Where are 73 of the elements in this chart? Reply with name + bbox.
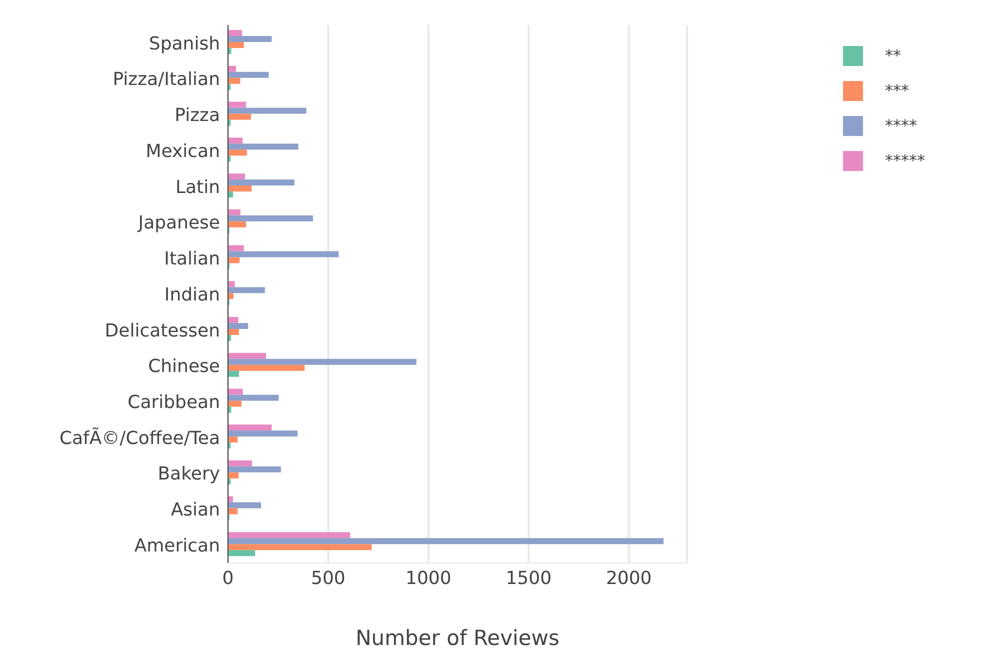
y-tick-label: CafÃ©/Coffee/Tea <box>59 426 220 449</box>
bar <box>228 352 266 359</box>
bar <box>228 538 664 544</box>
legend-label: *** <box>885 81 909 100</box>
bar <box>228 436 238 443</box>
bar <box>228 364 305 371</box>
bar <box>228 508 238 514</box>
bar <box>228 251 339 258</box>
legend-label: ** <box>885 46 901 65</box>
bar <box>228 287 265 294</box>
bar <box>228 322 248 329</box>
bar <box>228 42 244 48</box>
y-tick-label: Pizza/Italian <box>112 69 220 90</box>
bar <box>228 30 242 36</box>
bar <box>228 209 240 216</box>
y-tick-label: Asian <box>170 500 220 521</box>
legend-label: ***** <box>885 151 925 170</box>
bar <box>228 424 272 431</box>
x-tick-label: 500 <box>311 568 346 589</box>
bar <box>228 550 256 556</box>
bar <box>228 394 279 401</box>
bar <box>228 293 234 300</box>
x-tick-label: 0 <box>222 568 234 589</box>
bar <box>228 257 240 264</box>
bar <box>228 532 350 538</box>
bar <box>228 328 239 335</box>
bar <box>228 66 236 72</box>
bar <box>228 191 234 198</box>
y-tick-label: Spanish <box>148 33 220 54</box>
bar <box>228 370 240 377</box>
bar <box>228 102 246 108</box>
bar <box>228 179 294 186</box>
bar <box>228 185 252 192</box>
bar <box>228 215 313 222</box>
x-axis-title: Number of Reviews <box>356 626 560 650</box>
y-tick-label: Latin <box>175 176 220 198</box>
x-tick-label: 1500 <box>506 568 552 589</box>
bar <box>228 114 252 120</box>
bar <box>228 138 243 144</box>
bar <box>228 78 240 84</box>
bar <box>228 466 281 472</box>
y-tick-label: Japanese <box>137 212 220 234</box>
bar <box>228 36 272 42</box>
bar <box>228 496 234 502</box>
legend-label: **** <box>885 116 917 135</box>
y-tick-label: American <box>134 535 220 556</box>
bar <box>228 108 306 114</box>
y-tick-label: Indian <box>164 284 220 306</box>
bar <box>228 460 252 466</box>
bar <box>228 72 269 78</box>
bar <box>228 144 298 150</box>
bar <box>228 388 243 395</box>
bar <box>228 472 239 478</box>
x-tick-label: 1000 <box>406 568 452 589</box>
y-tick-label: Italian <box>164 248 220 270</box>
bar <box>228 400 242 407</box>
y-tick-label: Chinese <box>148 356 220 378</box>
bar <box>228 281 235 288</box>
y-tick-label: Caribbean <box>128 392 220 413</box>
y-tick-label: Mexican <box>146 140 220 162</box>
y-tick-label: Delicatessen <box>104 320 220 342</box>
bar <box>228 544 372 550</box>
bar <box>228 430 298 437</box>
bar <box>228 245 244 252</box>
y-tick-label: Pizza <box>174 105 220 126</box>
y-tick-label: Bakery <box>158 464 220 485</box>
bar <box>228 316 238 323</box>
bar <box>228 221 246 228</box>
bar <box>228 150 247 156</box>
x-tick-label: 2000 <box>606 568 652 589</box>
bar <box>228 358 416 365</box>
bar <box>228 502 262 508</box>
bar <box>228 173 246 180</box>
